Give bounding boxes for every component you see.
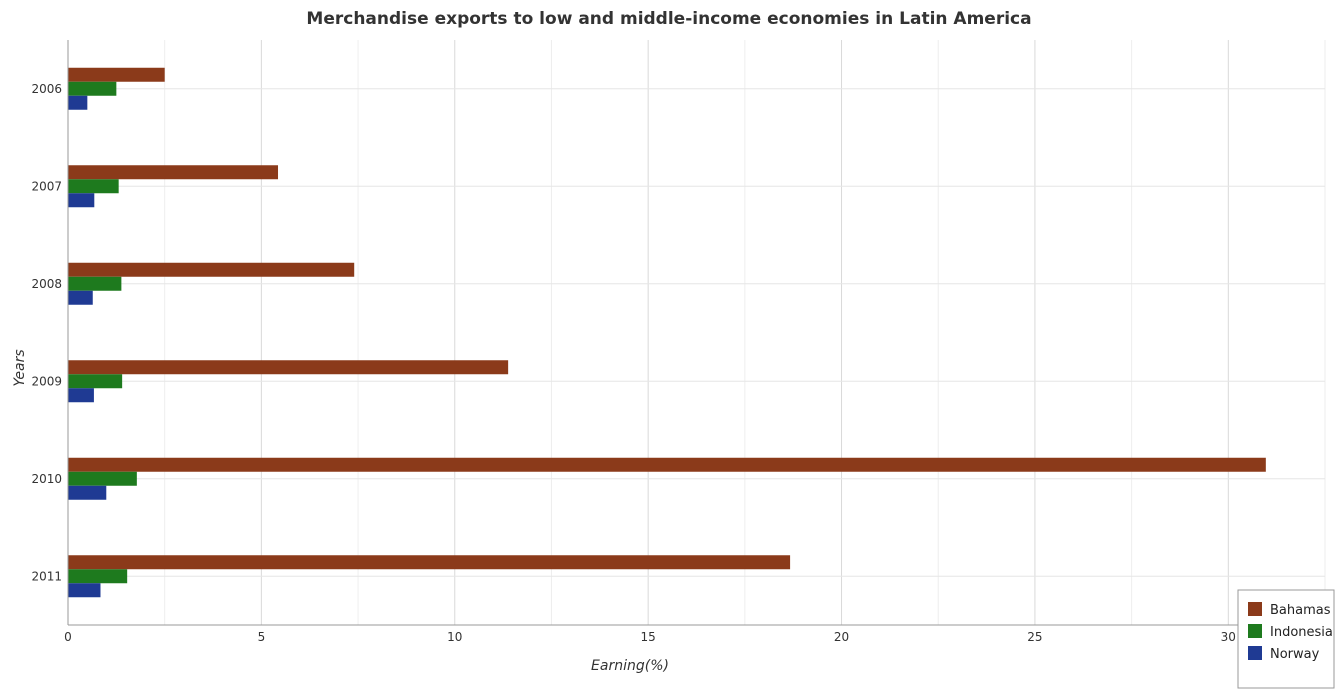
- x-tick-label: 20: [834, 630, 849, 644]
- bar-indonesia-2009: [68, 374, 123, 389]
- x-tick-label: 10: [447, 630, 462, 644]
- bar-norway-2010: [68, 485, 107, 500]
- bar-bahamas-2010: [68, 457, 1266, 472]
- y-tick-label: 2011: [31, 569, 62, 583]
- legend: Bahamas Indonesia Norway: [1237, 589, 1335, 689]
- x-tick-label: 25: [1027, 630, 1042, 644]
- bar-norway-2006: [68, 95, 88, 110]
- plot-area: 2006 2007 2008 2009 2010 2011 0 5 10 15 20 25 30: [31, 40, 1326, 644]
- bar-bahamas-2006: [68, 67, 165, 82]
- plot-background: [68, 40, 1325, 625]
- bar-norway-2008: [68, 290, 93, 305]
- bar-norway-2011: [68, 583, 101, 598]
- x-tick-label: 5: [258, 630, 266, 644]
- legend-label-norway: Norway: [1270, 647, 1320, 662]
- y-tick-label: 2009: [31, 374, 62, 388]
- legend-label-bahamas: Bahamas: [1270, 603, 1331, 618]
- bar-bahamas-2009: [68, 360, 509, 375]
- x-tick-label: 15: [641, 630, 656, 644]
- x-tick-label: 0: [64, 630, 72, 644]
- bar-bahamas-2011: [68, 555, 791, 570]
- bar-indonesia-2008: [68, 276, 122, 291]
- bar-indonesia-2006: [68, 81, 117, 96]
- x-tick-label: 30: [1221, 630, 1236, 644]
- bar-norway-2009: [68, 388, 94, 403]
- bar-indonesia-2007: [68, 179, 119, 194]
- legend-swatch-norway: [1248, 646, 1262, 660]
- bar-norway-2007: [68, 193, 95, 208]
- bar-bahamas-2008: [68, 262, 355, 277]
- legend-box: [1237, 589, 1335, 689]
- bar-bahamas-2007: [68, 165, 279, 180]
- y-tick-label: 2010: [31, 472, 62, 486]
- y-tick-label: 2007: [31, 179, 62, 193]
- x-axis-label: Earning(%): [591, 658, 669, 674]
- y-tick-label: 2006: [31, 82, 62, 96]
- bar-indonesia-2010: [68, 471, 137, 486]
- legend-swatch-bahamas: [1248, 602, 1262, 616]
- bar-indonesia-2011: [68, 569, 128, 584]
- y-axis-label: Years: [12, 349, 28, 386]
- legend-label-indonesia: Indonesia: [1270, 625, 1333, 640]
- chart-title: Merchandise exports to low and middle-in…: [306, 9, 1031, 29]
- y-tick-label: 2008: [31, 277, 62, 291]
- legend-swatch-indonesia: [1248, 624, 1262, 638]
